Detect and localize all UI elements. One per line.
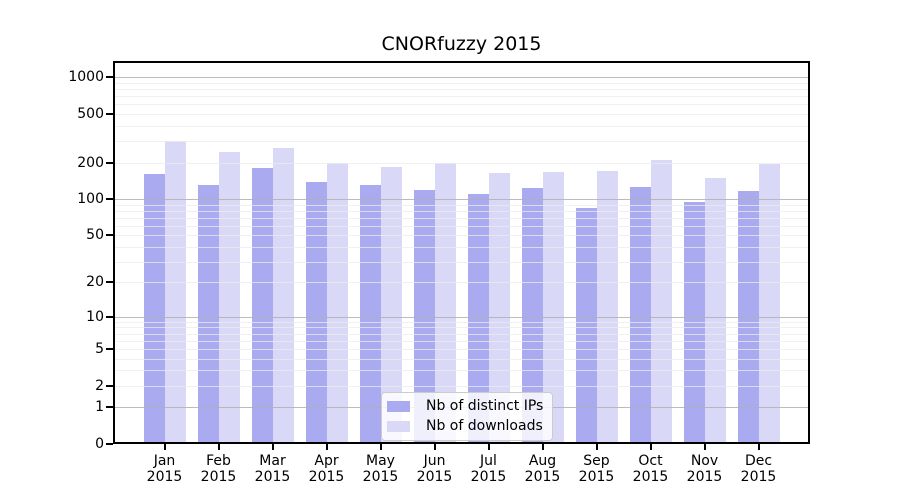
bar-downloads-sep — [596, 171, 618, 444]
x-tick-jun — [433, 444, 436, 450]
bar-downloads-may — [380, 167, 402, 444]
x-tick-label-nov: Nov 2015 — [686, 453, 723, 485]
y-tick-500 — [106, 113, 113, 116]
x-tick-label-jan: Jan 2015 — [146, 453, 183, 485]
x-tick-dec — [757, 444, 760, 450]
y-tick-label-20: 20 — [86, 274, 104, 291]
x-tick-label-may: May 2015 — [362, 453, 399, 485]
x-tick-label-feb: Feb 2015 — [200, 453, 237, 485]
x-tick-feb — [217, 444, 220, 450]
x-tick-nov — [703, 444, 706, 450]
chart-title: CNORfuzzy 2015 — [381, 33, 542, 55]
x-tick-jan — [163, 444, 166, 450]
plot-area — [113, 61, 810, 444]
x-tick-label-jun: Jun 2015 — [416, 453, 453, 485]
y-tick-label-200: 200 — [77, 154, 104, 171]
bar-downloads-jul — [488, 173, 510, 444]
y-tick-label-500: 500 — [77, 106, 104, 123]
bar-downloads-oct — [650, 159, 672, 444]
y-tick-label-2: 2 — [95, 377, 104, 394]
legend-label-distinct-ips: Nb of distinct IPs — [426, 398, 544, 414]
x-tick-aug — [541, 444, 544, 450]
bar-downloads-jan — [164, 141, 186, 444]
x-tick-label-aug: Aug 2015 — [524, 453, 561, 485]
bar-distinct-ips-aug — [521, 188, 543, 444]
bar-distinct-ips-mar — [251, 167, 273, 444]
y-tick-label-1000: 1000 — [68, 69, 104, 86]
bar-downloads-nov — [704, 178, 726, 444]
bar-downloads-mar — [272, 147, 294, 444]
y-tick-20 — [106, 281, 113, 284]
y-tick-10 — [106, 315, 113, 318]
bar-downloads-feb — [218, 152, 240, 444]
bar-distinct-ips-oct — [629, 186, 651, 444]
bar-distinct-ips-sep — [575, 207, 597, 444]
bar-distinct-ips-dec — [737, 190, 759, 444]
bar-distinct-ips-jul — [467, 194, 489, 444]
y-tick-5 — [106, 347, 113, 350]
bars-layer — [113, 61, 810, 444]
bar-distinct-ips-nov — [683, 202, 705, 444]
legend-item-downloads: Nb of downloads — [387, 416, 543, 436]
y-tick-50 — [106, 234, 113, 237]
y-tick-label-50: 50 — [86, 227, 104, 244]
y-tick-0 — [106, 443, 113, 445]
y-tick-200 — [106, 161, 113, 164]
legend-item-distinct-ips: Nb of distinct IPs — [387, 396, 543, 416]
y-tick-label-5: 5 — [95, 340, 104, 357]
bar-downloads-apr — [326, 163, 348, 444]
legend-swatch-downloads — [387, 420, 410, 432]
x-tick-label-sep: Sep 2015 — [578, 453, 615, 485]
legend-swatch-distinct-ips — [387, 400, 410, 412]
x-tick-label-jul: Jul 2015 — [470, 453, 507, 485]
bar-downloads-aug — [542, 172, 564, 444]
y-tick-2 — [106, 384, 113, 387]
y-tick-100 — [106, 198, 113, 201]
y-tick-label-10: 10 — [86, 308, 104, 325]
x-tick-oct — [649, 444, 652, 450]
x-tick-mar — [271, 444, 274, 450]
y-tick-1 — [106, 406, 113, 409]
x-tick-may — [379, 444, 382, 450]
x-tick-label-dec: Dec 2015 — [740, 453, 777, 485]
y-tick-1000 — [106, 76, 113, 79]
bar-distinct-ips-may — [359, 184, 381, 444]
x-tick-apr — [325, 444, 328, 450]
legend: Nb of distinct IPs Nb of downloads — [381, 392, 554, 441]
bar-downloads-dec — [758, 164, 780, 444]
x-tick-sep — [595, 444, 598, 450]
bar-distinct-ips-jan — [143, 174, 165, 444]
legend-label-downloads: Nb of downloads — [426, 418, 543, 434]
y-tick-label-100: 100 — [77, 191, 104, 208]
bar-distinct-ips-apr — [305, 181, 327, 444]
x-tick-label-oct: Oct 2015 — [632, 453, 669, 485]
bar-downloads-jun — [434, 163, 456, 444]
y-tick-label-1: 1 — [95, 399, 104, 416]
bar-distinct-ips-feb — [197, 184, 219, 444]
y-tick-label-0: 0 — [95, 436, 104, 452]
x-tick-label-apr: Apr 2015 — [308, 453, 345, 485]
x-tick-label-mar: Mar 2015 — [254, 453, 291, 485]
x-tick-jul — [487, 444, 490, 450]
